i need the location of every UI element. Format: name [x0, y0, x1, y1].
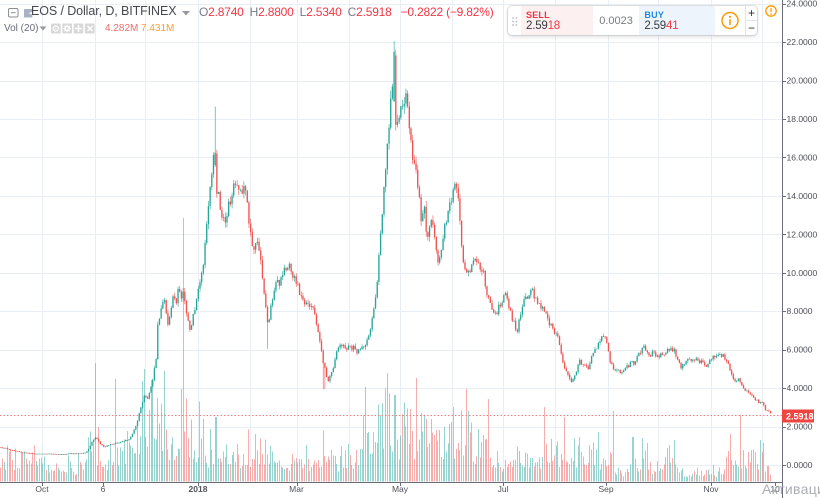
svg-text:Jul: Jul: [498, 484, 509, 494]
svg-text:May: May: [392, 484, 409, 494]
svg-text:2.5918: 2.5918: [786, 411, 814, 421]
svg-text:2018: 2018: [189, 484, 208, 494]
svg-text:0.0000: 0.0000: [787, 460, 813, 470]
svg-text:Oct: Oct: [35, 484, 49, 494]
svg-text:18.0000: 18.0000: [787, 114, 818, 124]
svg-text:6: 6: [101, 484, 106, 494]
svg-text:20.0000: 20.0000: [787, 76, 818, 86]
svg-text:2.0000: 2.0000: [787, 422, 813, 432]
svg-text:Nov: Nov: [703, 484, 719, 494]
svg-text:6.0000: 6.0000: [787, 345, 813, 355]
svg-text:10: 10: [770, 484, 780, 494]
svg-text:Sep: Sep: [598, 484, 613, 494]
svg-text:8.0000: 8.0000: [787, 306, 813, 316]
svg-text:16.0000: 16.0000: [787, 152, 818, 162]
svg-text:4.0000: 4.0000: [787, 383, 813, 393]
svg-text:Mar: Mar: [289, 484, 304, 494]
svg-text:12.0000: 12.0000: [787, 229, 818, 239]
svg-text:14.0000: 14.0000: [787, 191, 818, 201]
svg-text:10.0000: 10.0000: [787, 268, 818, 278]
svg-text:22.0000: 22.0000: [787, 37, 818, 47]
svg-text:24.0000: 24.0000: [787, 0, 818, 9]
